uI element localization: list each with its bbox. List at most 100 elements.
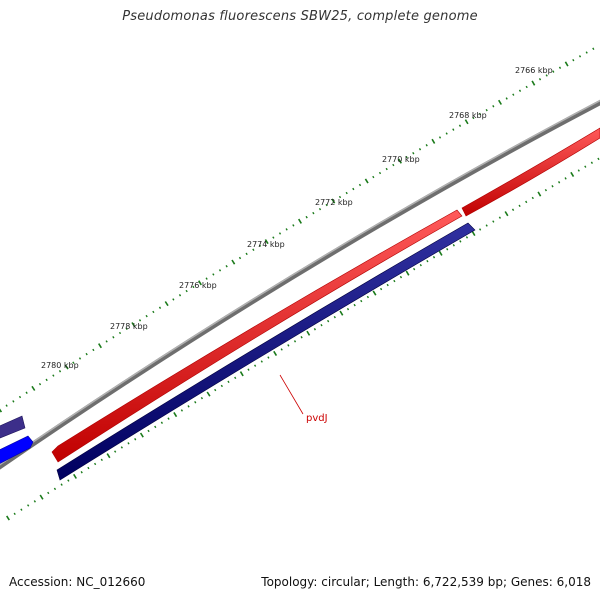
scale-tick [320, 323, 323, 327]
scale-tick [231, 259, 236, 265]
scale-tick [551, 185, 554, 188]
scale-tick [247, 368, 250, 371]
scale-tick [93, 462, 97, 466]
scale-tick [590, 161, 594, 164]
scale-tick [12, 400, 15, 403]
scale-tick [398, 158, 402, 164]
scale-tick [492, 105, 495, 108]
scale-tick [292, 224, 295, 227]
scale-tick [167, 417, 170, 420]
scale-tick [425, 144, 428, 147]
scale-tick [405, 155, 408, 159]
scale-tick [218, 269, 222, 272]
scale-tick [358, 183, 362, 187]
scale-tick [173, 411, 178, 418]
scale-tick [134, 438, 137, 441]
scale-tick [585, 51, 588, 54]
gene-label[interactable]: pvdJ [306, 413, 328, 424]
scale-tick [498, 99, 502, 105]
scale-tick [333, 315, 336, 319]
scale-tick [78, 357, 82, 360]
scale-tick [80, 471, 83, 474]
scale-tick [545, 74, 548, 77]
scale-tick [318, 207, 322, 211]
scale-tick [564, 177, 567, 180]
scale-tick [485, 224, 488, 227]
scale-tick [118, 331, 122, 335]
scale-tick [485, 108, 488, 112]
scale-tick [238, 256, 242, 260]
scale-tick [492, 220, 495, 223]
scale-tick [53, 487, 57, 491]
scale-tick [260, 360, 263, 363]
kbp-label: 2772 kbp [315, 198, 353, 207]
scale-tick [227, 380, 230, 384]
scale-tick [511, 208, 515, 211]
scale-tick [478, 228, 482, 231]
forward-gene-neighbor[interactable] [461, 127, 600, 217]
scale-tick [206, 391, 211, 397]
scale-tick [152, 310, 155, 314]
scale-tick [187, 405, 190, 408]
neighbor-gene-left-lower[interactable] [0, 435, 34, 466]
scale-tick [338, 195, 342, 199]
scale-tick [431, 138, 436, 144]
inner-scale-ticks [6, 157, 600, 521]
scale-tick [426, 259, 429, 263]
scale-tick [412, 151, 415, 155]
forward-gene-pvdJ[interactable] [51, 209, 463, 463]
scale-tick [293, 340, 297, 343]
reverse-gene[interactable] [56, 222, 476, 481]
scale-tick [393, 279, 396, 283]
scale-tick [85, 352, 88, 356]
scale-tick [100, 458, 103, 462]
scale-tick [564, 61, 569, 67]
scale-tick [331, 198, 336, 204]
scale-tick [552, 70, 555, 73]
genome-backbone [0, 99, 600, 470]
scale-tick [438, 250, 443, 256]
scale-tick [592, 47, 595, 51]
kbp-label: 2766 kbp [515, 66, 553, 75]
scale-tick [225, 265, 228, 268]
neighbor-gene-left-upper[interactable] [0, 415, 26, 440]
scale-tick [73, 473, 77, 479]
scale-tick [158, 306, 162, 309]
scale-tick [114, 450, 117, 453]
scale-tick [87, 466, 90, 470]
scale-tick [145, 314, 148, 318]
scale-tick [518, 204, 521, 208]
scale-tick [239, 371, 244, 377]
scale-tick [458, 124, 462, 127]
scale-tick [325, 203, 328, 207]
scale-tick [518, 89, 522, 92]
scale-tick [45, 378, 48, 382]
kbp-label: 2774 kbp [247, 240, 285, 249]
scale-tick [192, 285, 195, 289]
scale-tick [6, 515, 10, 521]
scale-tick [273, 350, 278, 357]
scale-tick [278, 232, 282, 235]
scale-tick [300, 336, 303, 339]
scale-tick [478, 112, 482, 116]
scale-tick [147, 429, 150, 433]
scale-tick [33, 500, 36, 503]
scale-tick [47, 491, 50, 495]
scale-tick [125, 327, 128, 330]
scale-tick [418, 148, 422, 151]
scale-tick [386, 283, 389, 287]
scale-tick [498, 216, 502, 219]
scale-tick [72, 361, 75, 364]
scale-tick [379, 287, 383, 291]
scale-tick [64, 364, 69, 370]
scale-tick [531, 196, 534, 200]
scale-tick [298, 218, 302, 224]
scale-tick [544, 188, 548, 192]
scale-tick [525, 200, 528, 204]
scale-tick [313, 328, 317, 331]
scale-tick [138, 319, 142, 322]
scale-tick [399, 275, 403, 279]
scale-tick [245, 252, 248, 256]
